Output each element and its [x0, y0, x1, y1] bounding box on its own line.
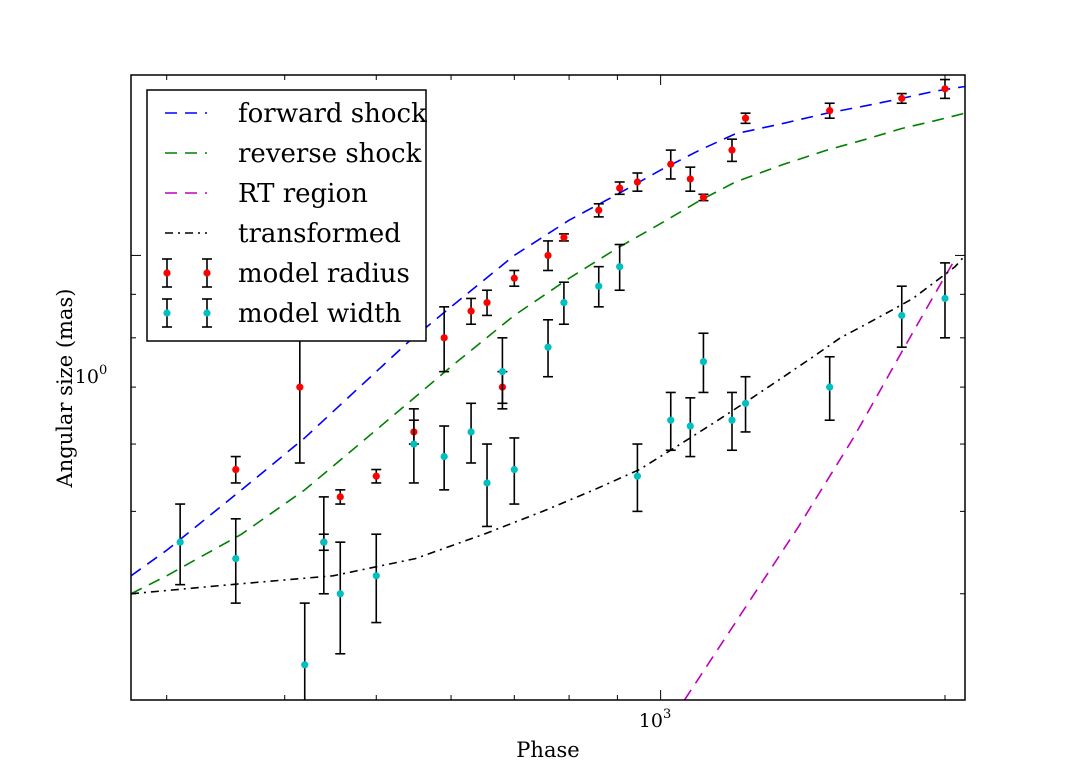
model-width-point — [686, 422, 694, 430]
model-width-point — [483, 479, 491, 487]
model-radius-point — [483, 299, 491, 307]
model-width-point — [336, 590, 344, 598]
model-radius-point — [296, 383, 304, 391]
series-line-transformed — [131, 254, 965, 595]
model-radius-point — [544, 251, 552, 260]
model-width-point — [560, 299, 568, 307]
model-radius-point — [232, 465, 240, 474]
legend-box — [146, 89, 427, 342]
model-width-point — [633, 472, 642, 480]
model-width-point — [510, 465, 518, 474]
y-tick-base: 10 — [75, 366, 99, 388]
model-width-point — [826, 383, 834, 391]
legend-label-forward-shock: forward shock — [238, 99, 427, 129]
model-radius-point — [741, 114, 750, 122]
model-width-point — [595, 282, 603, 290]
x-tick-base: 10 — [639, 710, 663, 732]
model-radius-point — [633, 178, 642, 186]
model-width-point — [372, 572, 380, 580]
model-radius-point — [467, 307, 475, 315]
model-width-point — [320, 538, 328, 546]
model-radius-point — [728, 146, 736, 154]
legend-marker-model-width — [163, 309, 171, 317]
model-radius-point — [372, 472, 380, 480]
model-radius-point — [560, 233, 568, 241]
legend-label-rt-region: RT region — [238, 179, 368, 209]
legend-label-model-radius: model radius — [238, 259, 410, 289]
model-radius-point — [826, 107, 834, 115]
model-width-point — [498, 368, 507, 376]
model-width-point — [301, 661, 309, 669]
model-width-point — [176, 538, 184, 546]
model-width-point — [440, 452, 448, 461]
legend: forward shock reverse shock RT region trans… — [146, 89, 427, 342]
model-radius-point — [336, 493, 344, 501]
model-width-point — [667, 416, 675, 424]
model-width-point — [728, 416, 736, 424]
legend-label-reverse-shock: reverse shock — [238, 139, 422, 169]
legend-marker-model-radius — [163, 269, 171, 277]
model-width-point — [898, 311, 906, 320]
model-radius-point — [686, 175, 694, 183]
model-width-point — [544, 343, 552, 351]
legend-label-transformed: transformed — [238, 219, 401, 249]
model-radius-point — [510, 274, 518, 282]
legend-marker-model-radius — [203, 269, 211, 277]
model-radius-point — [667, 160, 675, 168]
x-axis-label: Phase — [516, 738, 579, 762]
model-width-point — [699, 358, 708, 366]
model-radius-point — [616, 184, 624, 192]
x-tick-exponent: 3 — [663, 707, 671, 722]
y-tick-label: 100 — [75, 363, 107, 388]
model-radius-point — [440, 334, 448, 342]
y-axis-label: Angular size (mas) — [53, 289, 77, 489]
ticks — [131, 75, 965, 701]
model-radius-point — [941, 85, 949, 93]
model-width-point — [616, 263, 624, 271]
legend-label-model-width: model width — [238, 299, 402, 329]
y-tick-exponent: 0 — [99, 363, 107, 378]
series-line-forward-shock — [131, 85, 965, 577]
plot-content — [131, 78, 965, 700]
model-width-point — [232, 554, 240, 563]
legend-items: forward shock reverse shock RT region trans… — [162, 99, 427, 329]
series-line-reverse-shock — [131, 112, 965, 595]
model-radius-point — [898, 94, 906, 102]
model-width-point — [410, 440, 418, 448]
legend-marker-model-width — [203, 309, 211, 317]
model-width-point — [941, 294, 949, 303]
x-tick-label: 103 — [639, 707, 671, 732]
model-width-point — [741, 399, 750, 407]
series-line-rt-region — [683, 258, 956, 700]
model-width-point — [467, 428, 475, 436]
model-radius-point — [699, 193, 708, 202]
model-radius-point — [595, 206, 603, 214]
